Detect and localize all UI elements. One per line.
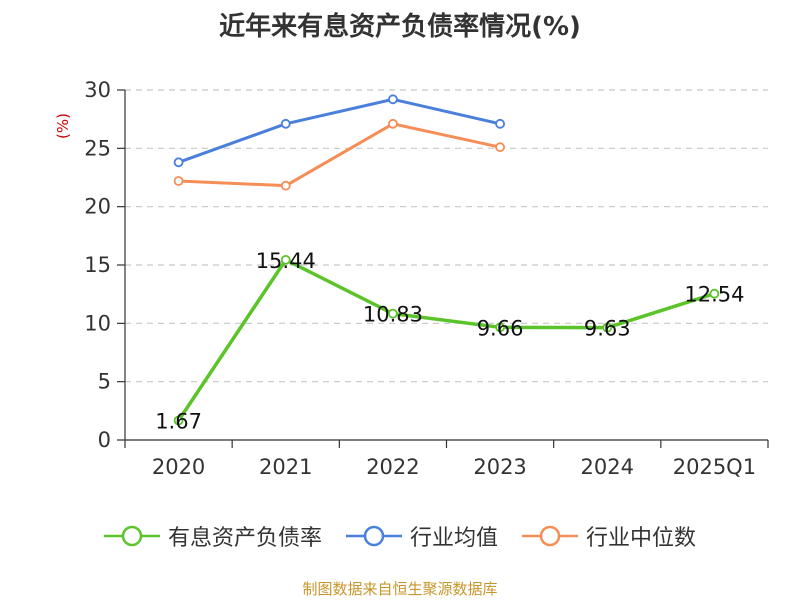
series-point	[709, 288, 720, 299]
x-tick-label: 2020	[152, 455, 205, 479]
y-tick-label: 30	[84, 78, 111, 102]
legend: 有息资产负债率 行业均值 行业中位数	[0, 520, 800, 552]
series-line	[177, 258, 715, 422]
x-tick-label: 2023	[473, 455, 526, 479]
series-point	[280, 180, 291, 191]
series-line	[178, 97, 501, 164]
y-tick-label: 5	[98, 370, 111, 394]
y-tick-label: 25	[84, 136, 111, 160]
legend-item[interactable]: 行业中位数	[522, 520, 696, 552]
series-point	[173, 157, 184, 168]
data-label: 12.54	[684, 283, 744, 307]
x-tick-label: 2024	[581, 455, 634, 479]
legend-marker-icon	[103, 525, 160, 547]
y-tick-label: 10	[84, 311, 111, 335]
series-point	[495, 142, 505, 153]
source-note: 制图数据来自恒生聚源数据库	[302, 580, 498, 598]
data-label: 15.44	[256, 249, 316, 273]
series-point	[602, 322, 613, 333]
series-line	[178, 122, 501, 188]
y-tick-label: 15	[84, 253, 111, 277]
y-tick-label: 0	[98, 428, 111, 452]
x-tick-label: 2022	[366, 455, 419, 479]
legend-label: 有息资产负债率	[167, 526, 322, 551]
series-lines	[173, 94, 720, 426]
series-point	[495, 322, 505, 333]
legend-item[interactable]: 行业均值	[345, 520, 498, 552]
axes: 0 5 10 15 20 25 30 2020 2021 2022 2023 2024 2025Q1	[84, 78, 769, 479]
x-tick-label: 2025Q1	[673, 455, 756, 479]
series-main	[173, 254, 720, 426]
x-tick-label: 2021	[259, 455, 312, 479]
data-label: 9.66	[477, 316, 524, 340]
y-tick-label: 20	[84, 195, 111, 219]
series-point	[280, 118, 291, 129]
series-point	[388, 308, 398, 319]
legend-marker-icon	[345, 525, 402, 547]
series-industry-average	[173, 94, 505, 168]
page-title: 近年来有息资产负债率情况(%)	[219, 12, 581, 42]
data-label: 1.67	[155, 410, 202, 434]
data-label: 9.63	[584, 317, 631, 341]
series-point	[173, 176, 184, 186]
series-point	[388, 94, 398, 105]
legend-item[interactable]: 有息资产负债率	[103, 520, 322, 552]
series-point	[495, 118, 505, 129]
data-labels: 1.67 15.44 10.83 9.66 9.63 12.54	[155, 249, 744, 434]
legend-marker-icon	[522, 525, 578, 547]
legend-label: 行业中位数	[586, 526, 697, 551]
series-point	[173, 415, 184, 426]
series-industry-median	[173, 118, 505, 191]
series-point	[280, 254, 291, 265]
series-point	[388, 118, 398, 129]
grid-lines	[125, 89, 768, 383]
data-label: 10.83	[363, 303, 423, 327]
y-axis-label: (%)	[54, 113, 72, 139]
legend-label: 行业均值	[409, 526, 498, 551]
